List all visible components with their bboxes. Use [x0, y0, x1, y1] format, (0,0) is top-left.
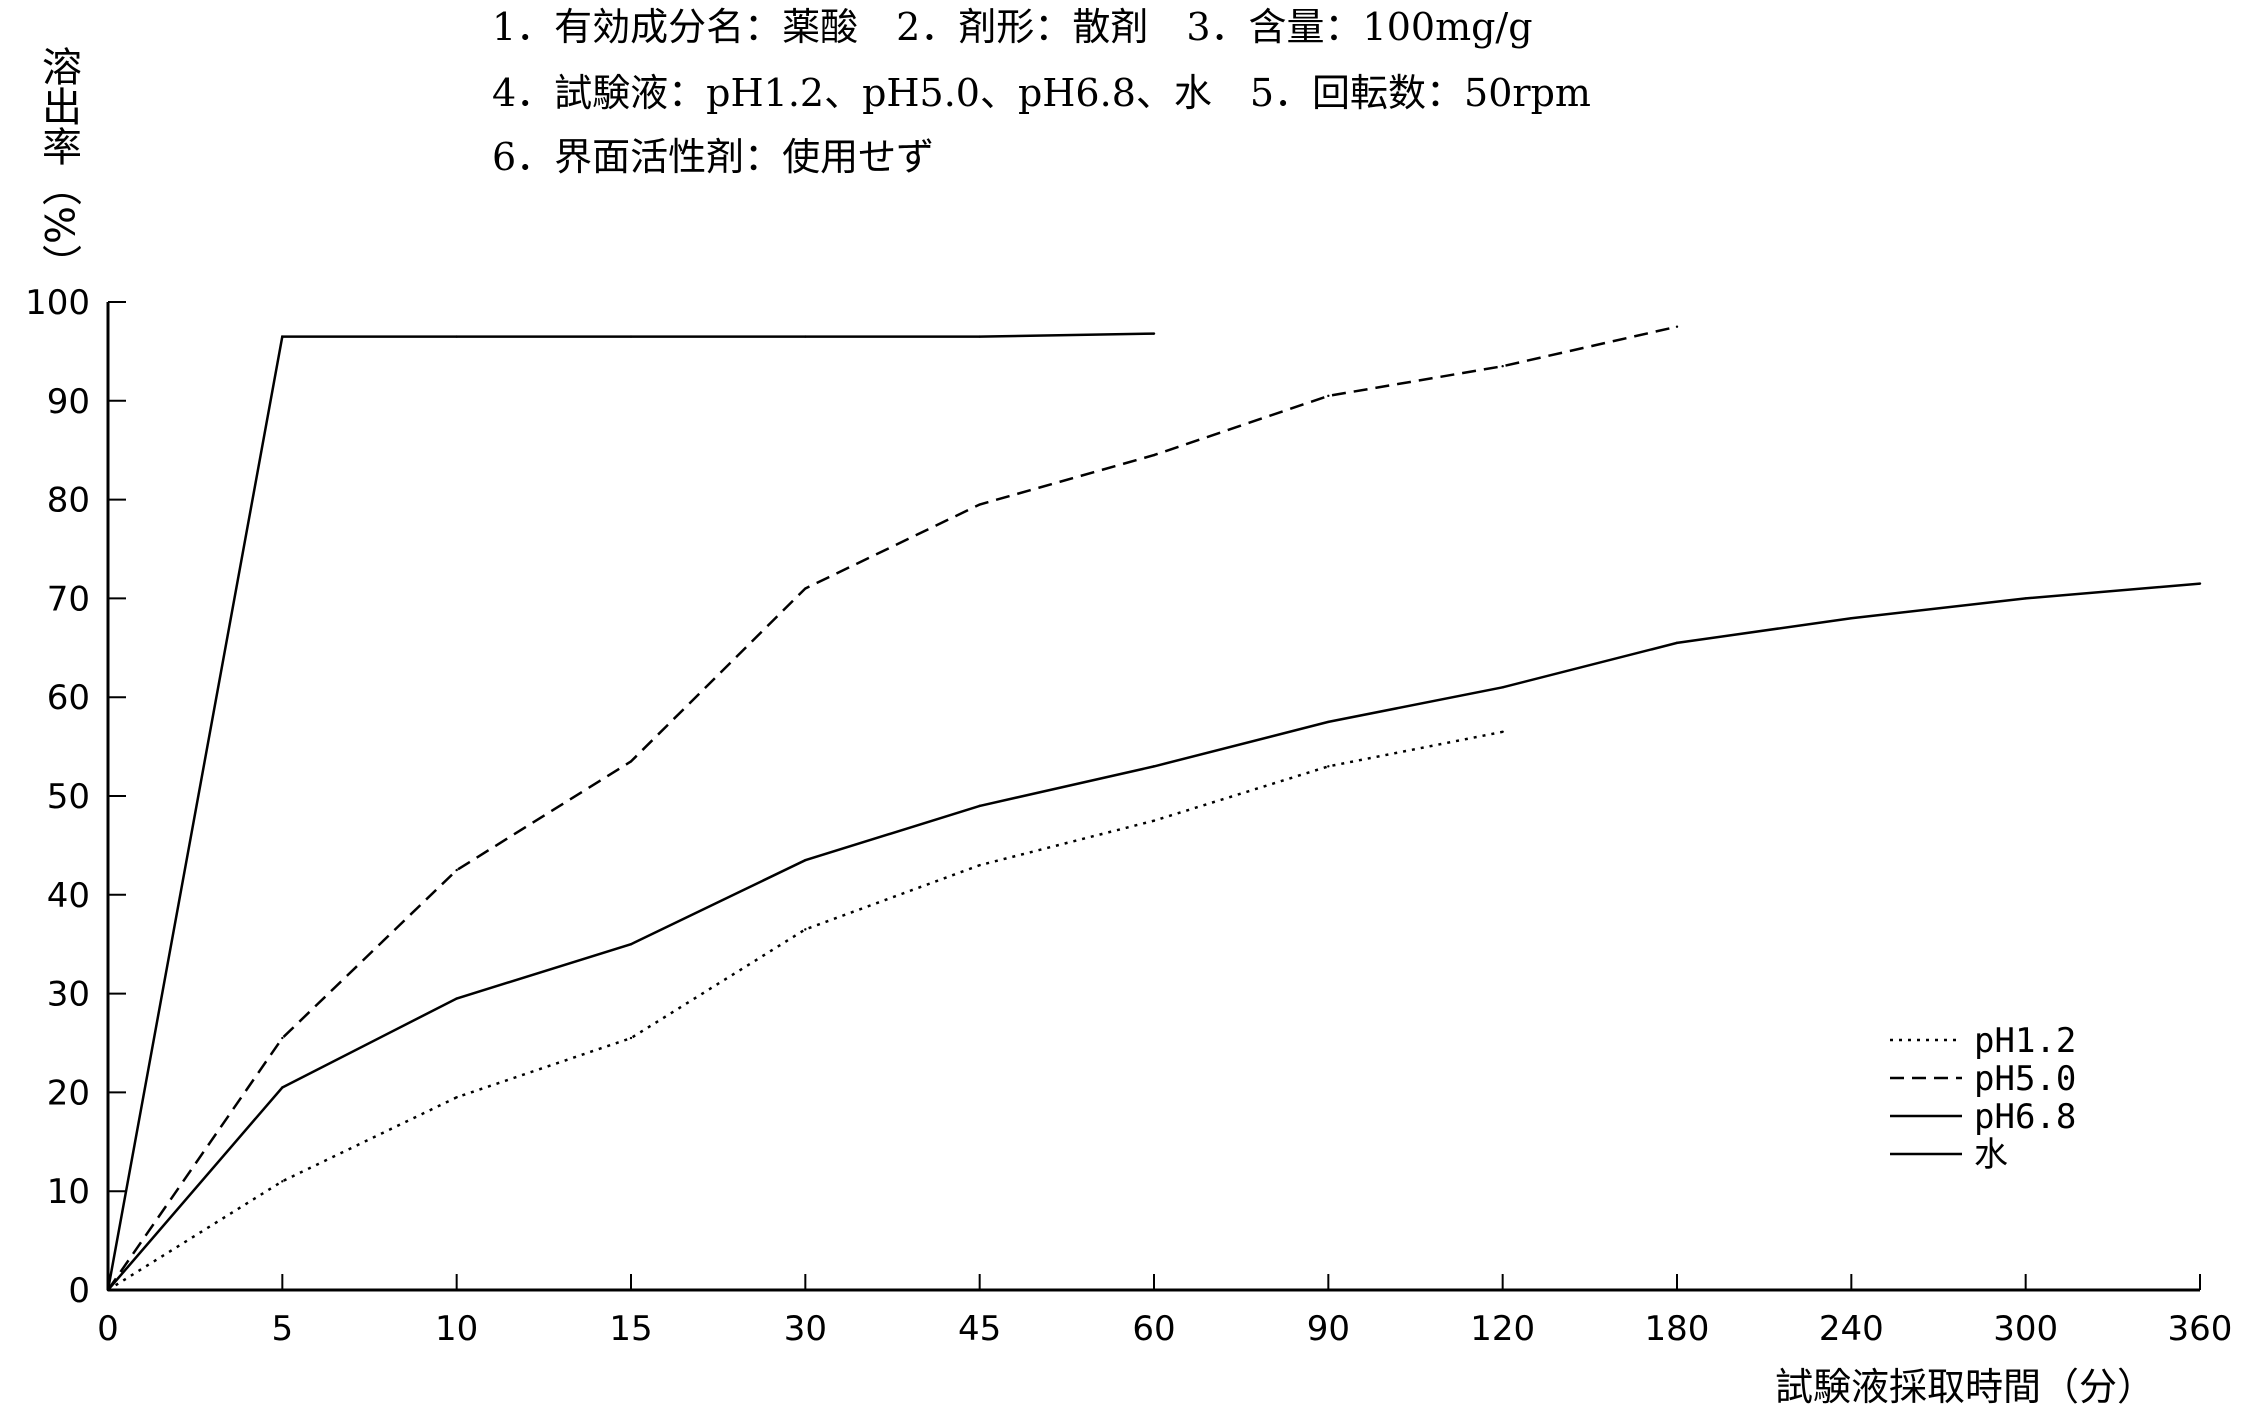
- data-point: [1675, 325, 1679, 328]
- y-tick-label: 10: [47, 1172, 90, 1212]
- legend-label: pH6.8: [1974, 1097, 2076, 1137]
- data-point: [804, 928, 807, 931]
- x-tick-label: 120: [1470, 1309, 1535, 1349]
- condition-line-3: 6．界面活性剤：使用せず: [492, 135, 934, 179]
- legend-label: pH5.0: [1974, 1059, 2076, 1099]
- condition-line-2: 4．試験液：pH1.2、pH5.0、pH6.8、水 5．回転数：50rpm: [492, 71, 1591, 115]
- x-tick-label: 240: [1819, 1309, 1884, 1349]
- data-point: [1501, 365, 1504, 368]
- data-point: [629, 1036, 633, 1040]
- x-tick-label: 180: [1645, 1309, 1710, 1349]
- data-point: [1152, 453, 1156, 457]
- y-tick-label: 60: [47, 678, 90, 718]
- x-tick-label: 45: [958, 1309, 1001, 1349]
- data-point: [281, 1180, 284, 1183]
- data-point: [281, 1036, 284, 1040]
- data-point: [629, 760, 633, 763]
- data-point: [1675, 641, 1679, 645]
- data-point: [455, 868, 458, 872]
- y-tick-label: 70: [47, 579, 90, 619]
- data-point: [455, 997, 458, 1000]
- x-tick-label: 360: [2168, 1309, 2233, 1349]
- data-point: [1501, 686, 1504, 689]
- series-line-4: [106, 332, 1155, 1291]
- x-tick-label: 60: [1132, 1309, 1175, 1349]
- x-tick-label: 30: [784, 1309, 827, 1349]
- legend-label: pH1.2: [1974, 1021, 2076, 1061]
- data-point: [804, 587, 807, 590]
- data-point: [1152, 819, 1156, 822]
- data-point: [1152, 332, 1156, 335]
- condition-line-1: 1．有効成分名：薬酸 2．剤形：散剤 3．含量：100mg/g: [492, 5, 1533, 49]
- series-line-2: [106, 325, 1678, 1291]
- data-point: [804, 859, 807, 862]
- data-point: [978, 503, 981, 506]
- data-point: [1327, 765, 1330, 768]
- data-point: [629, 335, 633, 338]
- y-ticks: 0 10 20 30 40 50 60 70 80 90 100: [25, 283, 126, 1311]
- x-ticks: 0 5 10 15 30 45 60 90 120 180 240 300 360: [97, 1274, 2232, 1349]
- legend-label: 水: [1974, 1135, 2008, 1175]
- x-axis-label: 試験液採取時間（分）: [1775, 1365, 2155, 1409]
- y-tick-label: 20: [47, 1073, 90, 1113]
- x-tick-label: 10: [435, 1309, 478, 1349]
- data-point: [2198, 582, 2202, 585]
- data-point: [281, 1086, 284, 1089]
- data-point: [1152, 765, 1156, 768]
- y-tick-label: 0: [68, 1271, 90, 1311]
- x-tick-label: 5: [272, 1309, 294, 1349]
- y-tick-label: 40: [47, 876, 90, 916]
- data-point: [978, 804, 981, 808]
- series-line-3: [107, 582, 2201, 1291]
- data-point: [1850, 616, 1853, 620]
- data-point: [106, 1288, 110, 1292]
- series-line-1: [107, 730, 1503, 1292]
- data-point: [2024, 597, 2027, 600]
- data-point: [455, 335, 458, 338]
- y-tick-label: 30: [47, 975, 90, 1015]
- y-tick-label: 50: [47, 777, 90, 817]
- data-point: [1327, 720, 1330, 724]
- y-tick-label: 100: [25, 283, 90, 323]
- data-point: [804, 335, 807, 338]
- x-tick-label: 300: [1993, 1309, 2058, 1349]
- data-point: [1501, 730, 1504, 733]
- data-point: [455, 1096, 458, 1099]
- y-tick-label: 80: [47, 481, 90, 521]
- series-lines: [106, 325, 2202, 1292]
- data-point: [629, 943, 633, 946]
- data-point: [281, 335, 284, 338]
- x-tick-label: 90: [1307, 1309, 1350, 1349]
- x-tick-label: 0: [97, 1309, 119, 1349]
- y-tick-label: 90: [47, 382, 90, 422]
- x-tick-label: 15: [609, 1309, 652, 1349]
- data-point: [978, 863, 981, 867]
- data-point: [978, 335, 981, 338]
- y-axis-label: 溶出率（%）: [35, 46, 82, 284]
- data-point: [1327, 394, 1330, 398]
